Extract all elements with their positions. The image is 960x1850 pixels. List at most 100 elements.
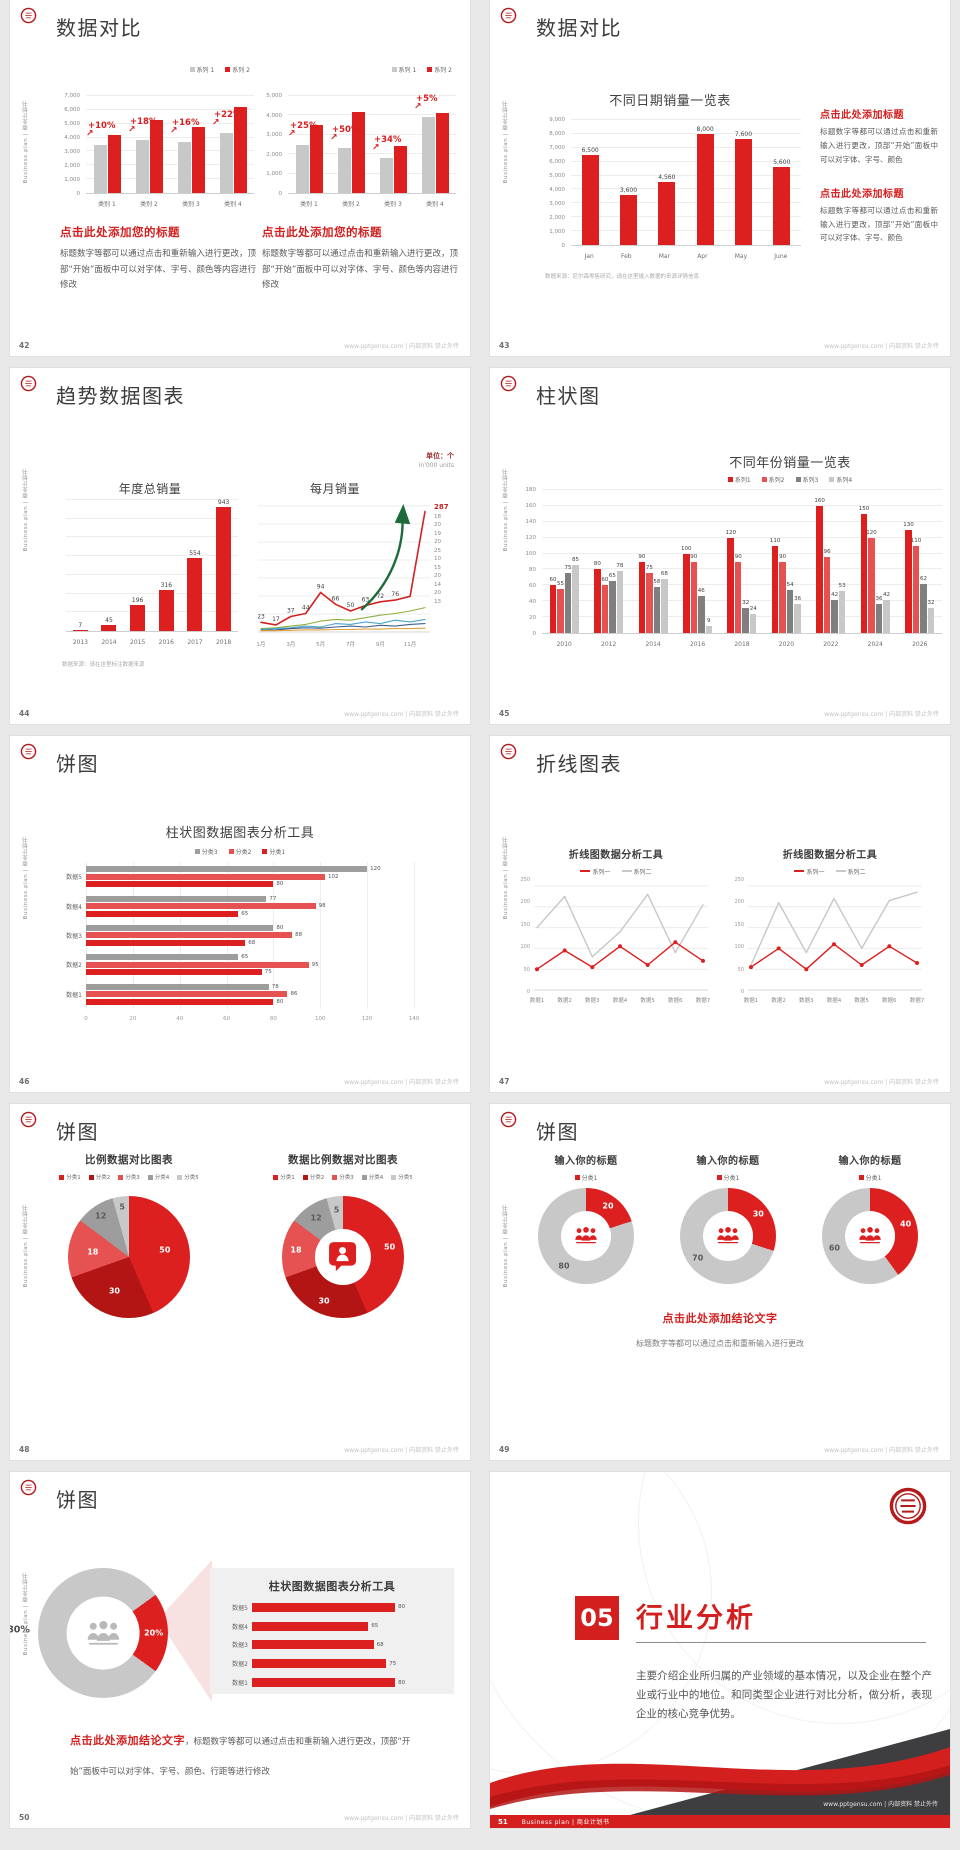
sidebar-vertical-text: Business plan | 商业计划书 <box>503 100 509 184</box>
sidebar-vertical-text: Business plan | 商业计划书 <box>23 1572 29 1656</box>
block-body: 标题数字等都可以通过点击和重新输入进行更改，顶部“开始”面板中可以对字体、字号、… <box>60 249 256 291</box>
page-number: 44 <box>19 709 30 718</box>
slide-48[interactable]: 饼图 比例数据对比图表 分类1 分类2 分类3 分类4 分类5 50 30 18 12 5 数据… <box>10 1104 470 1460</box>
bar <box>86 991 288 998</box>
series-end-labels: 287 18 20 19 20 25 10 15 20 14 20 13 <box>434 503 449 605</box>
donut-chart: 40 60 <box>822 1188 918 1284</box>
up-right-arrow-icon: ↗ <box>128 124 136 135</box>
logo-seal-icon <box>500 1111 517 1128</box>
up-right-arrow-icon: ↗ <box>372 142 380 153</box>
slice-label: 40 <box>900 1219 912 1229</box>
logo-seal-icon <box>500 7 517 28</box>
people-icon <box>717 1227 739 1244</box>
bar <box>233 107 247 193</box>
bar <box>86 910 239 917</box>
logo-seal-icon <box>20 375 37 392</box>
bar <box>86 969 262 976</box>
growth-annotation: +34% ↗ <box>372 134 402 153</box>
bar <box>252 1602 396 1612</box>
chart-title: 不同日期销量一览表 <box>609 94 731 109</box>
bar <box>135 140 149 193</box>
slide-43[interactable]: 数据对比 不同日期销量一览表 6,500 3,600 4,560 8,000 7,600… <box>490 0 950 356</box>
legend-item: 分类4 <box>361 1173 383 1181</box>
horizontal-bar-chart: 数据5 80 数据4 65 数据3 68 数据2 75 数据1 80 <box>232 1602 406 1688</box>
block-caption: 点击此处添加标题 <box>820 110 904 121</box>
slice-label: 20 <box>602 1201 614 1211</box>
bar <box>252 1640 374 1650</box>
site-footer: www.pptgensu.com | 内部资料 禁止外传 <box>344 1079 459 1086</box>
legend-item: 分类1 <box>858 1173 881 1182</box>
bar: 316 <box>158 582 174 631</box>
data-source-note: 数据来源：尼尔森零售研究，请在这里输入数据的来源详情信息 <box>545 274 700 280</box>
growth-annotation: +5% ↗ <box>414 93 438 112</box>
slice-label: 18 <box>87 1247 99 1257</box>
bar <box>295 144 309 193</box>
logo-seal-icon <box>500 1111 517 1132</box>
up-right-arrow-icon: ↗ <box>86 129 94 139</box>
legend-item: 系列一 <box>580 867 611 876</box>
bar: 24 <box>750 606 757 633</box>
slide-42[interactable]: 数据对比 系列 1 系列 2 0 1,000 2,000 3,000 4,000 5,000… <box>10 0 470 356</box>
slide-46[interactable]: 饼图 柱状图数据图表分析工具 分类3 分类2 分类1 0 20 40 60 80 100 120… <box>10 736 470 1092</box>
slide-47[interactable]: 折线图表 折线图数据分析工具 系列一 系列二 0 50 100 150 200 250 数据1… <box>490 736 950 1092</box>
bar: 55 <box>557 581 564 633</box>
page-number: 43 <box>499 341 510 350</box>
slide-50[interactable]: 饼图 20% 80% 柱状图数据图表分析工具 数据5 80 数据4 65 数据3 68 数据2… <box>10 1472 470 1828</box>
svg-text:72: 72 <box>376 593 384 600</box>
chart-title: 柱状图数据图表分析工具 <box>165 826 315 841</box>
legend-item: 系列二 <box>621 867 652 876</box>
legend-item: 系列 2 <box>225 65 250 74</box>
logo-seal-icon <box>888 1486 928 1530</box>
block-body: 标题数字等都可以通过点击和重新输入进行更改，顶部“开始”面板中可以对字体、字号、… <box>820 205 938 243</box>
grouped-bar-chart: 0 1,000 2,000 3,000 4,000 5,000 类别 1 类别 2 类别 3 类别… <box>262 93 458 208</box>
bar <box>86 932 293 939</box>
logo-seal-icon <box>500 375 517 392</box>
chart-title: 输入你的标题 <box>696 1156 760 1167</box>
slice-label: 5 <box>119 1202 125 1212</box>
page-number: 45 <box>499 709 510 718</box>
slide-49[interactable]: 饼图 输入你的标题 分类1 20 80 输入你的标题 分类1 30 70 输入你的标… <box>490 1104 950 1460</box>
chart-title: 不同年份销量一览表 <box>729 456 851 471</box>
footer-label: Business plan | 商业计划书 <box>521 1819 610 1826</box>
bar: 90 <box>779 554 786 633</box>
slice-label: 12 <box>95 1211 107 1221</box>
legend-item: 分类1 <box>574 1173 597 1182</box>
legend-item: 分类4 <box>147 1173 169 1181</box>
bar <box>191 126 205 193</box>
slide-title: 数据对比 <box>56 16 142 40</box>
page-number: 42 <box>19 341 30 350</box>
slide-title: 柱状图 <box>536 384 601 408</box>
slide-44[interactable]: 趋势数据图表 单位：个 in'000 units 年度总销量 7 45 196 316… <box>10 368 470 724</box>
donut-chart: 30 70 <box>680 1188 776 1284</box>
slide-title: 折线图表 <box>536 752 622 776</box>
site-footer: www.pptgensu.com | 内部资料 禁止外传 <box>344 1815 459 1822</box>
slide-51[interactable]: 05 行业分析 主要介绍企业所归属的产业领域的基本情况，以及企业在整个产业或行业… <box>490 1472 950 1828</box>
logo-seal-icon <box>500 743 517 760</box>
block-caption: 点击此处添加您的标题 <box>60 225 180 239</box>
slice-label: 80 <box>558 1261 570 1271</box>
slice-label: 50 <box>384 1242 396 1252</box>
slide-45[interactable]: 柱状图 不同年份销量一览表 系列1 系列2 系列3 系列4 60 55 75 85 80 60 6… <box>490 368 950 724</box>
bar: 110 <box>911 538 921 633</box>
logo-seal-icon <box>889 1487 927 1525</box>
bar: 36 <box>876 596 883 633</box>
bar-panel: 柱状图数据图表分析工具 数据5 80 数据4 65 数据3 68 数据2 75 数据1 80 <box>210 1568 454 1694</box>
slide-title: 饼图 <box>56 752 99 776</box>
bar <box>309 125 323 193</box>
block-body: 标题数字等都可以通过点击和重新输入进行更改，顶部“开始”面板中可以对字体、字号、… <box>262 249 458 291</box>
svg-text:63: 63 <box>362 597 370 604</box>
bar: 65 <box>609 573 616 633</box>
legend-item: 系列 2 <box>427 65 452 74</box>
slice-label: 80% <box>10 1624 30 1636</box>
svg-text:66: 66 <box>332 595 340 602</box>
divider-line <box>636 1642 926 1643</box>
section-number: 05 <box>575 1596 619 1640</box>
bar <box>252 1659 387 1669</box>
grouped-bar-chart: 0 1,000 2,000 3,000 4,000 5,000 6,000 7,000 类别 1… <box>60 93 256 208</box>
logo-seal-icon <box>20 1111 37 1128</box>
growth-arrow-icon <box>360 504 411 611</box>
slide-title: 数据对比 <box>536 16 622 40</box>
legend-item: 分类1 <box>262 847 285 856</box>
conclusion-paragraph: 点击此处添加结论文字，标题数字等都可以通过点击和重新输入进行更改，顶部“开始”面… <box>70 1734 411 1778</box>
svg-text:76: 76 <box>391 591 399 598</box>
